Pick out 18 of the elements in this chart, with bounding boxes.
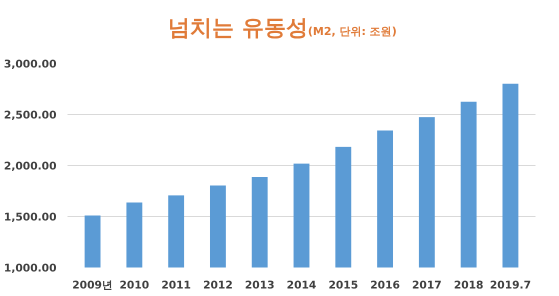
x-tick-label: 2015	[328, 278, 358, 292]
y-tick-label: 2,000.00	[4, 160, 57, 172]
y-tick-label: 3,000.00	[4, 58, 57, 70]
y-tick-label: 1,500.00	[4, 210, 57, 224]
y-tick-label: 1,000.00	[4, 262, 57, 274]
x-tick-label: 2018	[454, 278, 484, 292]
y-tick-label: 2,500.00	[4, 108, 57, 122]
x-tick-label: 2011	[161, 278, 191, 292]
x-tick-label: 2019.7	[490, 278, 531, 292]
chart-subtitle: (M2, 단위: 조원)	[308, 25, 397, 38]
x-tick-label: 2012	[203, 278, 233, 292]
x-tick-label: 2009년	[72, 278, 113, 292]
x-tick-label: 2010	[120, 278, 150, 292]
x-tick-label: 2016	[370, 278, 400, 292]
x-tick-label: 2013	[244, 278, 275, 292]
chart-title: 넘치는 유동성	[168, 16, 308, 41]
x-tick-label: 2014	[286, 278, 316, 292]
x-tick-label: 2017	[412, 278, 442, 292]
